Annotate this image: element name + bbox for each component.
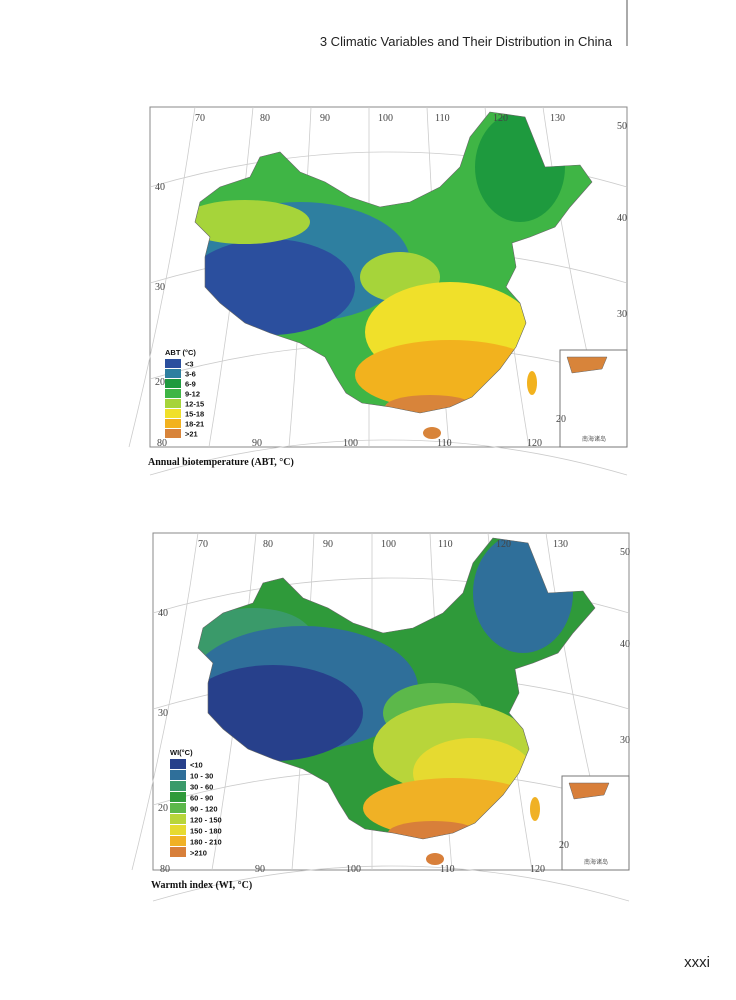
legend-swatch (170, 847, 186, 857)
legend-label: <3 (185, 360, 194, 369)
border (197, 537, 596, 840)
graticule (128, 106, 196, 448)
inset-label: 南海诸岛 (584, 858, 608, 866)
island (527, 371, 537, 395)
border (194, 111, 593, 414)
graticule (152, 865, 630, 902)
figure-caption: Annual biotemperature (ABT, °C) (148, 457, 294, 468)
legend-label: 60 - 90 (190, 794, 213, 803)
legend-label: >210 (190, 849, 207, 858)
legend-swatch (165, 399, 181, 408)
figure: 南海诸岛 70 80 90 100 110 120 130 40 30 20 80 50 40 30 20 90… (131, 532, 630, 902)
legend-label: >21 (185, 430, 198, 439)
coordinate-label: 90 (323, 539, 333, 550)
figure-caption: Warmth index (WI, °C) (151, 880, 252, 891)
coordinate-label: 50 (617, 121, 627, 132)
legend-label: 18-21 (185, 420, 204, 429)
coordinate-label: 30 (617, 309, 627, 320)
legend-swatch (165, 369, 181, 378)
legend-label: 12-15 (185, 400, 204, 409)
inset-coast (566, 356, 608, 374)
legend-label: 30 - 60 (190, 783, 213, 792)
coordinate-label: 70 (198, 539, 208, 550)
coordinate-label: 40 (158, 608, 168, 619)
coordinate-label: 20 (155, 377, 165, 388)
coordinate-label: 20 (556, 414, 566, 425)
coordinate-label: 100 (381, 539, 396, 550)
island (426, 853, 444, 865)
coordinate-label: 100 (343, 438, 358, 449)
coordinate-label: 20 (158, 803, 168, 814)
legend-swatch (170, 803, 186, 813)
legend-swatch (165, 409, 181, 418)
coordinate-label: 100 (378, 113, 393, 124)
coordinate-label: 50 (620, 547, 630, 558)
legend-swatch (165, 419, 181, 428)
legend-label: 10 - 30 (190, 772, 213, 781)
legend-swatch (165, 379, 181, 388)
coordinate-label: 120 (527, 438, 542, 449)
legend-label: 150 - 180 (190, 827, 222, 836)
coordinate-label: 80 (263, 539, 273, 550)
island (530, 797, 540, 821)
coordinate-label: 80 (260, 113, 270, 124)
coordinate-label: 120 (493, 113, 508, 124)
legend-swatch (170, 792, 186, 802)
page-number: xxxi (684, 954, 710, 971)
legend-swatch (170, 759, 186, 769)
legend-title: ABT (°C) (165, 348, 196, 357)
legend-label: 6-9 (185, 380, 196, 389)
figure: 南海诸岛 70 80 90 100 110 120 130 40 30 20 80 50 40 30 20 90… (128, 106, 628, 476)
coordinate-label: 40 (617, 213, 627, 224)
coordinate-label: 130 (553, 539, 568, 550)
coordinate-label: 110 (438, 539, 453, 550)
coordinate-label: 100 (346, 864, 361, 875)
coordinate-label: 110 (440, 864, 455, 875)
legend-swatch (170, 781, 186, 791)
coordinate-label: 110 (435, 113, 450, 124)
legend-label: 90 - 120 (190, 805, 218, 814)
coordinate-label: 40 (155, 182, 165, 193)
legend-swatch (165, 389, 181, 398)
graticule (149, 439, 628, 476)
coordinate-label: 120 (496, 539, 511, 550)
coordinate-label: 20 (559, 840, 569, 851)
legend-swatch (165, 429, 181, 438)
legend-swatch (170, 770, 186, 780)
legend-swatch (170, 836, 186, 846)
island (423, 427, 441, 439)
coordinate-label: 70 (195, 113, 205, 124)
coordinate-label: 80 (157, 438, 167, 449)
legend-label: <10 (190, 761, 203, 770)
legend-title: WI(°C) (170, 748, 193, 757)
coordinate-label: 120 (530, 864, 545, 875)
coordinate-label: 30 (158, 708, 168, 719)
map-region (385, 395, 475, 413)
legend-label: 15-18 (185, 410, 204, 419)
coordinate-label: 90 (255, 864, 265, 875)
legend-swatch (170, 825, 186, 835)
legend-swatch (165, 359, 181, 368)
coordinate-label: 90 (252, 438, 262, 449)
legend-swatch (170, 814, 186, 824)
legend-label: 3-6 (185, 370, 196, 379)
coordinate-label: 30 (620, 735, 630, 746)
legend-label: 180 - 210 (190, 838, 222, 847)
coordinate-label: 40 (620, 639, 630, 650)
graticule (131, 532, 199, 871)
map-region (195, 200, 310, 244)
coordinate-label: 90 (320, 113, 330, 124)
legend-label: 9-12 (185, 390, 200, 399)
inset-coast (568, 782, 610, 800)
coordinate-label: 110 (437, 438, 452, 449)
running-title: 3 Climatic Variables and Their Distribut… (320, 34, 613, 49)
inset-label: 南海诸岛 (582, 435, 606, 443)
coordinate-label: 130 (550, 113, 565, 124)
map-region (388, 821, 478, 839)
legend-label: 120 - 150 (190, 816, 222, 825)
coordinate-label: 30 (155, 282, 165, 293)
coordinate-label: 80 (160, 864, 170, 875)
